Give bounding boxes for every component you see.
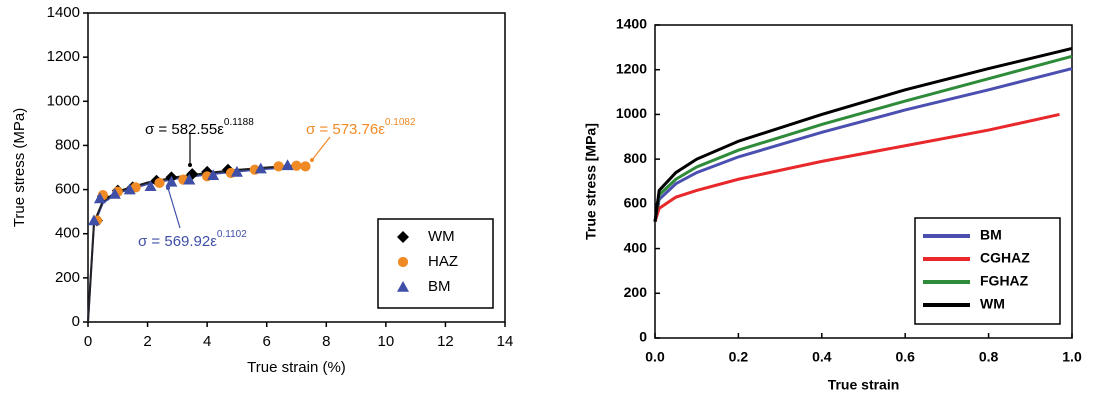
x-tick-label: 1.0 [1062,349,1082,365]
legend-box [377,218,494,309]
series-line [653,47,1073,222]
plot-frame [87,12,506,323]
y-tick-label: 800 [624,150,648,166]
y-tick-label: 1000 [47,92,80,109]
point [183,173,196,185]
legend-label: WM [428,228,455,245]
annotation-exponent: 0.1082 [385,117,416,128]
y-tick-label: 600 [624,195,648,211]
y-tick-label: 1200 [616,60,647,76]
x-tick-label: 12 [437,333,454,350]
point [254,162,267,174]
annotation-text: σ = 582.55ε [145,121,224,138]
y-tick-label: 200 [624,284,648,300]
y-tick-label: 600 [55,181,80,198]
annotation: σ = 569.92ε0.1102 [138,229,247,250]
x-tick-label: 4 [203,333,211,350]
legend-marker [397,256,409,268]
annotation-arrow [311,136,331,161]
legend-label: HAZ [428,253,458,270]
y-tick-label: 800 [55,136,80,153]
point [207,169,220,181]
x-tick-label: 10 [378,333,395,350]
x-tick-label: 0.4 [812,349,832,365]
annotation-arrowhead [310,158,314,162]
annotation-exponent: 0.1102 [217,229,247,240]
legend-label: WM [980,296,1005,312]
y-axis-title: True stress [MPa] [583,123,599,240]
point [300,161,311,172]
x-tick-label: 0.2 [729,349,749,365]
y-axis-title: True stress (MPa) [11,108,28,227]
point [93,192,106,204]
point [273,161,284,172]
point [108,187,121,199]
point [154,177,165,189]
y-tick-label: 0 [639,329,647,345]
legend-label: BM [428,278,451,295]
x-tick-label: 0.8 [979,349,999,365]
annotation-exponent: 0.1188 [224,117,254,128]
annotation-arrowhead [188,163,192,167]
series-line [653,112,1060,223]
x-tick-label: 2 [143,333,151,350]
legend-marker [397,281,409,292]
x-tick-label: 14 [497,333,514,350]
point [230,165,243,177]
y-tick-label: 400 [624,239,648,255]
y-tick-label: 1400 [616,16,647,32]
series-line [653,54,1073,222]
chart-left: 0 2 4 6 8 10 12 14 0 200 400 600 800 1000 1200 1400 True… [11,4,513,376]
y-tick-label: 400 [55,225,80,242]
annotation-text: σ = 573.76ε [306,121,385,138]
annotation-arrow [167,187,181,229]
legend-label: FGHAZ [980,273,1029,289]
x-tick-label: 0.6 [895,349,915,365]
x-tick-label: 0.0 [645,349,665,365]
y-tick-label: 1200 [47,48,80,65]
legend-label: CGHAZ [980,250,1030,266]
y-tick-label: 0 [72,313,80,330]
y-tick-label: 1400 [47,4,80,21]
chart-right: 0.0 0.2 0.4 0.6 0.8 1.0 0 200 400 600 800 1000 1200 1… [583,16,1082,393]
plot-frame [654,24,1073,339]
x-axis-title: True strain [828,377,900,393]
legend-label: BM [980,227,1002,243]
point [87,214,100,226]
x-tick-label: 6 [263,333,271,350]
legend-marker [397,231,409,243]
x-axis-title: True strain (%) [247,359,346,376]
point [281,159,294,171]
series-line [653,67,1073,223]
annotation: σ = 582.55ε0.1188 [145,117,254,138]
annotation: σ = 573.76ε0.1082 [306,117,416,138]
annotation-text: σ = 569.92ε [138,233,217,250]
annotation-arrowhead [166,186,170,190]
point [165,175,178,187]
x-tick-label: 0 [84,333,92,350]
y-tick-label: 200 [55,269,80,286]
y-tick-label: 1000 [616,105,647,121]
point [291,160,302,171]
point [144,180,157,192]
point [123,183,136,195]
x-tick-label: 8 [322,333,330,350]
